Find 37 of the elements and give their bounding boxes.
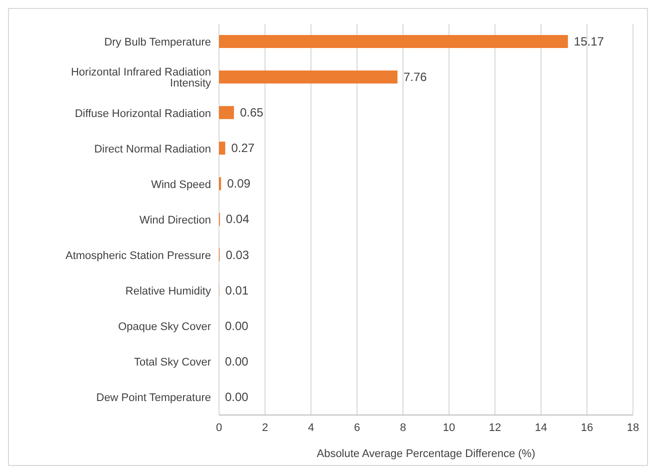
data-label: 0.00 (225, 390, 249, 404)
x-tick-label: 4 (308, 422, 314, 434)
y-tick-label: Dry Bulb Temperature (104, 36, 211, 49)
x-tick-label: 14 (534, 422, 548, 434)
data-label: 0.00 (225, 318, 249, 333)
data-label: 0.03 (226, 248, 250, 262)
y-tick-label: Wind Speed (151, 178, 211, 191)
bar (219, 35, 568, 48)
bar (219, 142, 226, 155)
x-tick-label: 6 (354, 422, 360, 434)
data-label: 15.17 (574, 34, 604, 48)
bar (219, 106, 234, 120)
x-tick-label: 12 (488, 422, 502, 434)
y-tick-label: Opaque Sky Cover (118, 321, 212, 334)
bar (219, 70, 398, 84)
x-tick-label: 8 (400, 422, 406, 434)
data-label: 0.65 (240, 106, 264, 120)
data-label: 0.27 (231, 141, 255, 156)
data-label: 0.04 (226, 212, 250, 226)
data-label: 0.09 (227, 176, 251, 191)
y-tick-label: Horizontal Infrared Radiation Intensity (70, 66, 212, 90)
y-tick-label: Wind Direction (139, 214, 211, 226)
y-tick-label: Relative Humidity (125, 285, 212, 298)
x-tick-label: 0 (216, 422, 222, 434)
data-label: 7.76 (403, 70, 428, 84)
data-label: 0.01 (225, 283, 249, 298)
x-tick-label: 18 (626, 422, 640, 434)
y-tick-label: Direct Normal Radiation (94, 143, 211, 156)
x-tick-label: 10 (442, 422, 456, 434)
x-tick-label: 16 (580, 422, 594, 434)
y-tick-label: Dew Point Temperature (96, 392, 211, 404)
y-tick-label: Diffuse Horizontal Radiation (74, 108, 211, 120)
y-tick-label: Total Sky Cover (134, 356, 212, 369)
x-tick-label: 2 (262, 422, 268, 434)
x-axis-title: Absolute Average Percentage Difference (%) (316, 448, 536, 460)
data-label: 0.00 (225, 354, 249, 368)
y-tick-label: Atmospheric Station Pressure (65, 250, 211, 262)
